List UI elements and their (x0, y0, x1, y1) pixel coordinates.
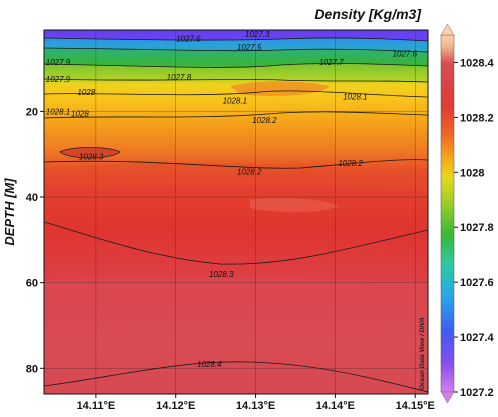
y-tick-label: 20 (26, 106, 38, 118)
grid-lines (44, 30, 428, 394)
colorbar-tick-label: 1027.2 (460, 387, 494, 399)
contour-label: 1028.3 (79, 152, 104, 161)
light-patch-42m (250, 198, 340, 213)
x-tick-label: 14.12°E (156, 400, 195, 412)
colorbar-ticks: 1028.4 1028.2 1028 1027.8 1027.6 1027.4 1027.2 (454, 57, 495, 399)
contour-label: 1028.1 (223, 97, 247, 106)
contour-label: 1028.1 (46, 107, 70, 116)
contour-1027-8 (44, 63, 428, 68)
colorbar-tick-label: 1027.8 (460, 222, 494, 234)
contour-1028-2-deep (44, 159, 428, 169)
contour-1028-4 (44, 361, 428, 393)
contour-1028-2 (44, 111, 428, 119)
colorbar-tick-label: 1028.4 (460, 57, 495, 69)
contour-1027-3 (44, 37, 428, 42)
x-tick-label: 14.11°E (77, 400, 116, 412)
colorbar-max-arrow (440, 23, 455, 36)
colorbar-tick-label: 1027.4 (460, 332, 495, 344)
colorbar-scale (440, 34, 455, 393)
y-tick-label: 40 (26, 192, 38, 204)
dense-lens-1028-3 (60, 147, 120, 158)
y-tick-label: 80 (26, 363, 38, 375)
contour-label: 1028 (71, 110, 89, 119)
odv-credit: Ocean Data View / DIVA (419, 317, 426, 390)
y-axis: 20 40 60 80 (26, 106, 44, 375)
contour-label: 1028 (77, 88, 95, 97)
surface-layer-1027-9 (44, 63, 428, 82)
y-tick-label: 60 (26, 278, 38, 290)
contour-1027-6 (44, 47, 428, 53)
contour-1027-9 (44, 78, 428, 83)
contour-1028-3 (44, 221, 428, 265)
contour-label: 1028.3 (209, 270, 234, 279)
colorbar-tick-label: 1027.6 (460, 277, 494, 289)
contour-label: 1027.6 (393, 50, 418, 59)
colorbar-tick-label: 1028.2 (460, 112, 494, 124)
contour-label: 1028.4 (197, 360, 222, 369)
contour-label: 1027.9 (46, 75, 71, 84)
contour-label: 1028.2 (237, 167, 262, 176)
surface-layer-1027-3 (44, 30, 428, 41)
contour-1028-1 (44, 90, 428, 98)
y-axis-label: DEPTH [M] (2, 178, 17, 246)
contour-label: 1027.8 (167, 73, 192, 82)
contour-label: 1028.2 (338, 159, 363, 168)
deep-layer-shade (44, 277, 428, 394)
contour-label: 1028.1 (343, 92, 367, 101)
contour-label: 1027.5 (237, 43, 262, 52)
contour-label: 1028.2 (252, 116, 277, 125)
x-tick-label: 14.14°E (316, 400, 355, 412)
density-band-30m (44, 162, 428, 190)
colorbar-tick-label: 1028 (460, 167, 484, 179)
contour-label: 1027.3 (245, 30, 270, 39)
x-axis: 14.11°E 14.12°E 14.13°E 14.14°E 14.15°E (77, 394, 435, 412)
chart-title: Density [Kg/m3] (314, 6, 422, 22)
contour-lines (44, 37, 428, 393)
contour-labels: 1027.3 1027.5 1027.6 1027.6 1027.7 1027.8 1027… (46, 30, 418, 369)
colorbar: 1028.4 1028.2 1028 1027.8 1027.6 1027.4 1027.2 (440, 23, 495, 404)
contour-label: 1027.6 (176, 35, 201, 44)
x-tick-label: 14.13°E (236, 400, 275, 412)
x-tick-label: 14.15°E (396, 400, 435, 412)
plot-area: 1027.3 1027.5 1027.6 1027.6 1027.7 1027.8 1027… (43, 29, 429, 395)
colorbar-min-arrow (440, 391, 455, 404)
surface-layer-1027-7 (44, 48, 428, 68)
contour-label: 1027.7 (319, 58, 344, 67)
surface-layer-1027-5 (44, 37, 428, 52)
contour-label: 1027.9 (46, 58, 71, 67)
plot-frame (43, 29, 429, 395)
contour-1028-3-lens (59, 147, 121, 159)
